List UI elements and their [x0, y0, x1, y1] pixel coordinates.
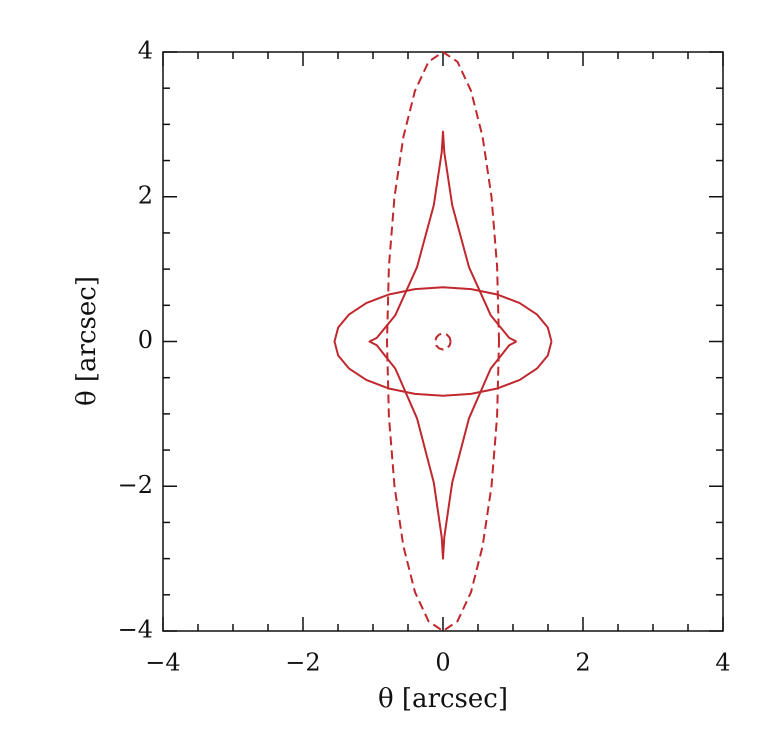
y-tick-label: −2 — [118, 471, 153, 499]
x-tick-label: 0 — [435, 649, 450, 677]
y-tick-label: −4 — [118, 616, 153, 644]
x-tick-label: −2 — [285, 649, 320, 677]
x-tick-label: 2 — [575, 649, 590, 677]
curve — [386, 51, 500, 632]
curve — [434, 332, 452, 351]
y-tick-label: 2 — [138, 181, 153, 209]
x-tick-label: 4 — [715, 649, 730, 677]
curve — [368, 130, 517, 560]
curve — [333, 286, 553, 397]
y-axis-label: θ [arcsec] — [72, 276, 102, 406]
x-axis-label: θ [arcsec] — [378, 684, 508, 714]
y-tick-label: 0 — [138, 326, 153, 354]
x-tick-label: −4 — [145, 649, 180, 677]
y-tick-label: 4 — [138, 37, 153, 65]
